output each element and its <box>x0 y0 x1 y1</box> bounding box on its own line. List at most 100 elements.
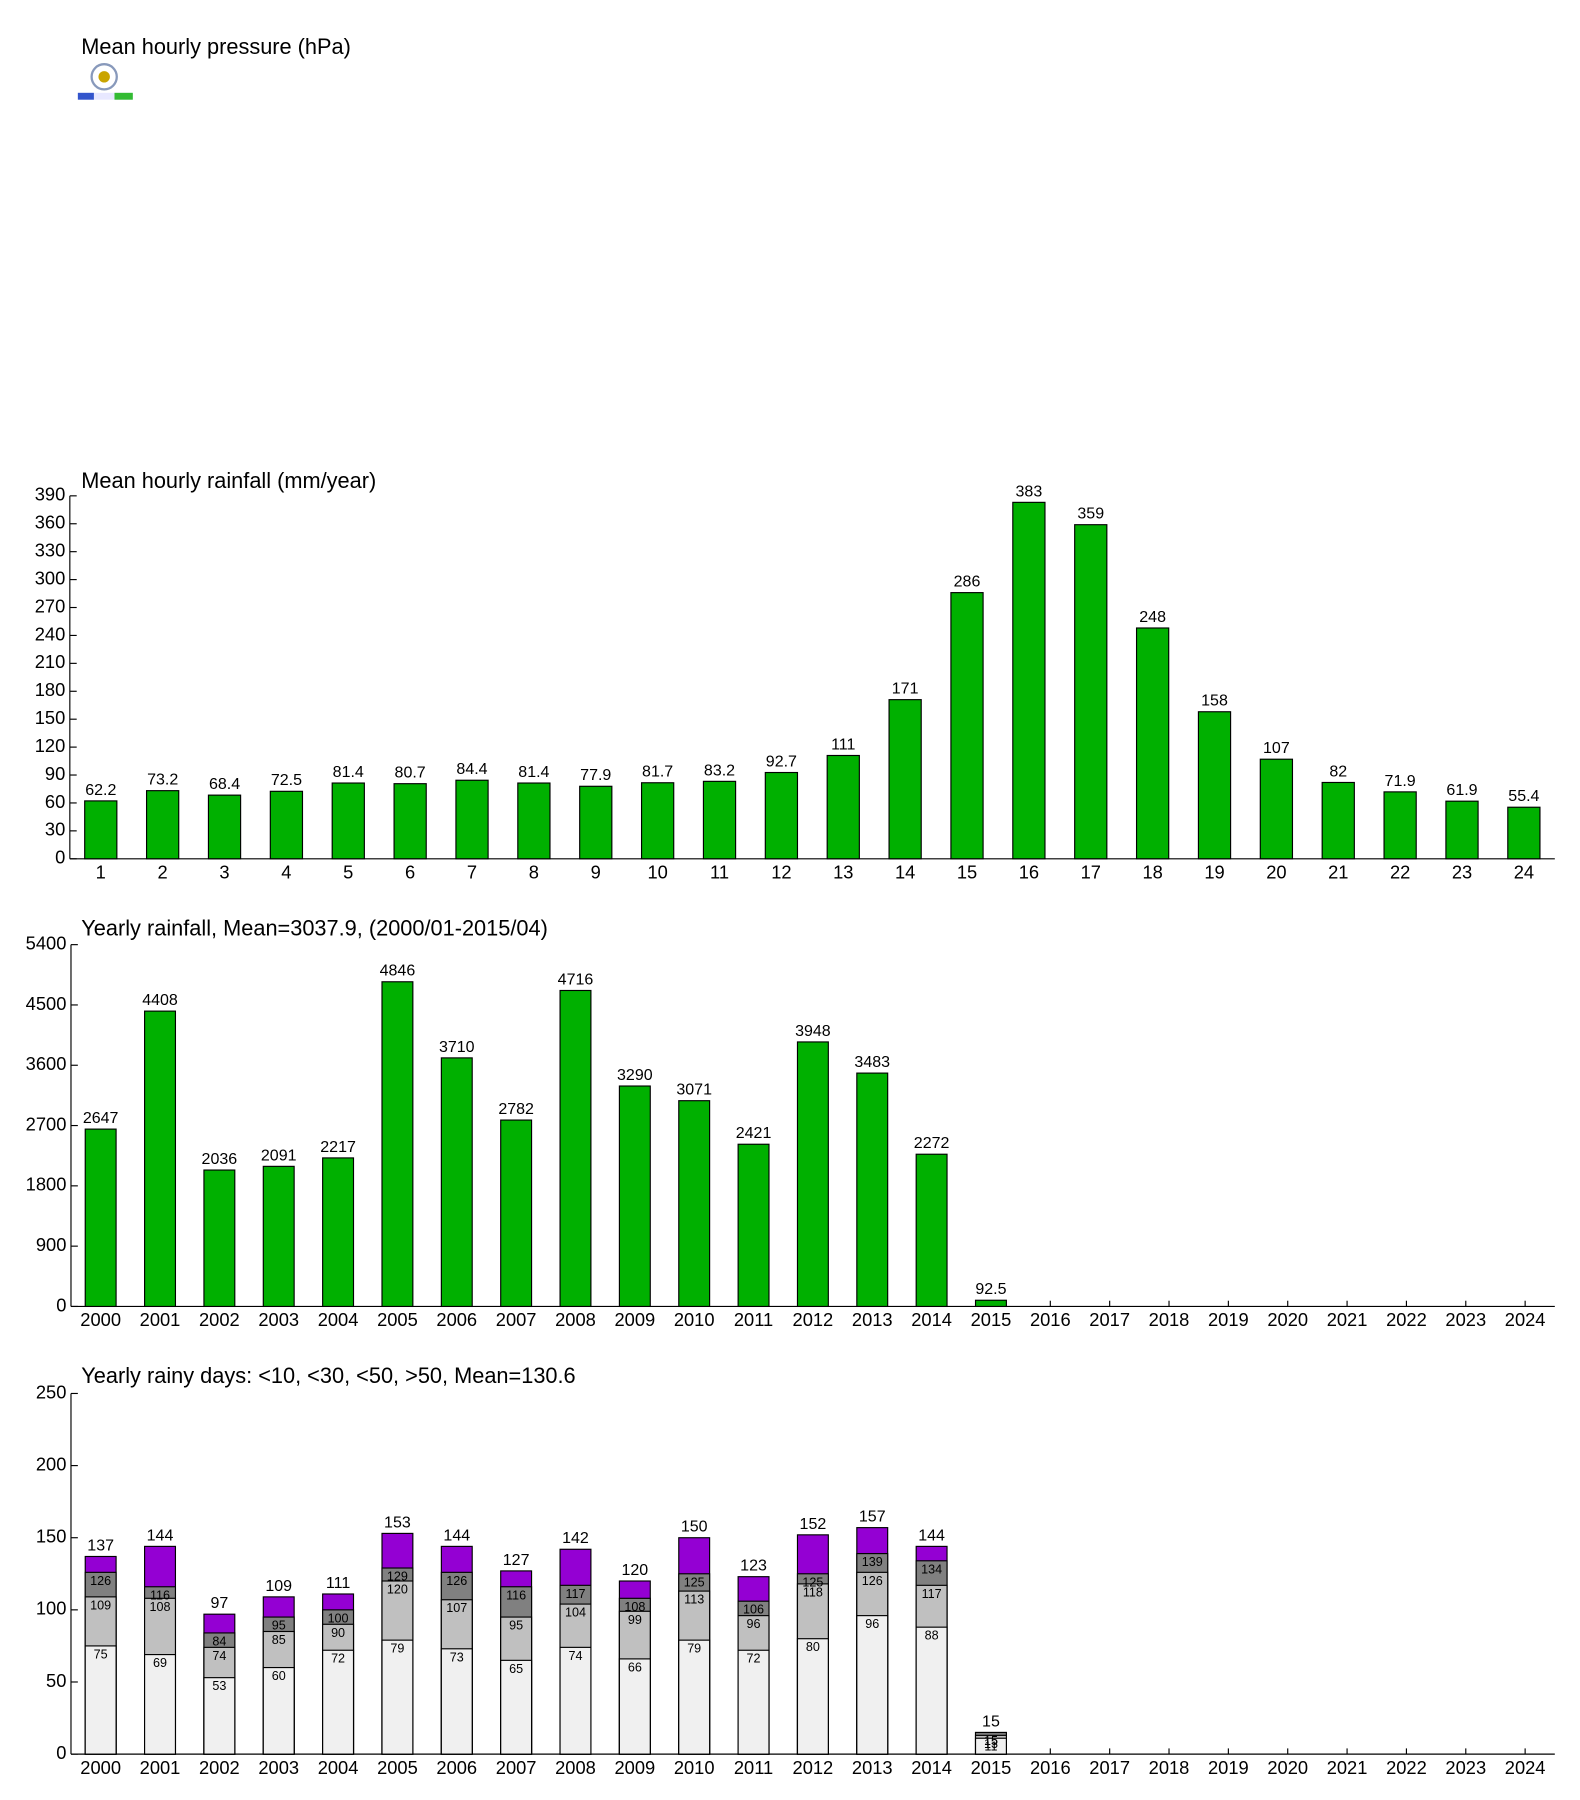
y-tick-label: 1800 <box>26 1174 67 1195</box>
value-label: 4716 <box>558 970 594 988</box>
x-tick-label: 1 <box>96 862 106 883</box>
y-tick-label: 60 <box>45 791 65 812</box>
segment-label: 79 <box>390 1642 404 1656</box>
bar <box>269 790 304 860</box>
x-tick-label: 20 <box>1266 862 1286 883</box>
x-tick-label: 2018 <box>1149 1757 1190 1778</box>
x-tick-label: 2024 <box>1505 1757 1546 1778</box>
value-label: 3483 <box>854 1053 890 1071</box>
y-tick-label: 50 <box>46 1670 66 1691</box>
value-label: 82 <box>1329 762 1347 780</box>
value-label: 68.4 <box>209 775 240 793</box>
segment-label: 120 <box>387 1582 408 1596</box>
x-tick-label: 2015 <box>971 1757 1012 1778</box>
bar <box>1383 791 1417 860</box>
bar <box>1074 524 1108 860</box>
value-label: 92.5 <box>975 1280 1006 1298</box>
x-tick-label: 19 <box>1204 862 1224 883</box>
segment-label: 126 <box>862 1574 883 1588</box>
segment-label: 96 <box>747 1617 761 1631</box>
bar <box>84 800 118 860</box>
x-tick-label: 2011 <box>734 1757 773 1778</box>
bar <box>856 1072 889 1308</box>
bar <box>262 1165 295 1308</box>
bar <box>1197 711 1232 860</box>
value-label: 152 <box>800 1515 827 1533</box>
value-label: 359 <box>1077 505 1104 523</box>
bar <box>796 1041 829 1308</box>
bar <box>1507 806 1541 860</box>
x-tick-label: 2012 <box>793 1309 834 1330</box>
segment-label: 116 <box>506 1588 526 1602</box>
bar <box>1321 781 1355 860</box>
value-label: 61.9 <box>1446 781 1477 799</box>
x-tick-label: 2005 <box>377 1757 418 1778</box>
x-tick-label: 2022 <box>1386 1757 1427 1778</box>
segment-label: 69 <box>153 1656 167 1670</box>
x-tick-label: 2014 <box>911 1309 952 1330</box>
bar <box>145 790 180 860</box>
x-tick-label: 2001 <box>140 1309 181 1330</box>
bar-segment <box>796 1638 829 1755</box>
x-tick-label: 2012 <box>793 1757 834 1778</box>
x-tick-label: 15 <box>957 862 977 883</box>
bar <box>640 782 675 860</box>
bar-segment <box>84 1645 117 1755</box>
bar <box>203 1169 236 1308</box>
segment-label: 118 <box>803 1585 823 1599</box>
segment-label: 72 <box>747 1652 761 1666</box>
bar <box>84 1128 117 1308</box>
x-tick-label: 3 <box>219 862 229 883</box>
bar <box>950 592 984 860</box>
segment-label: 79 <box>687 1642 701 1656</box>
segment-label: 11 <box>984 1740 997 1754</box>
value-label: 81.4 <box>333 763 364 781</box>
value-label: 3071 <box>676 1081 712 1099</box>
segment-label: 100 <box>328 1611 349 1625</box>
x-tick-label: 10 <box>647 862 667 883</box>
x-tick-label: 18 <box>1142 862 1162 883</box>
x-tick-label: 2000 <box>80 1309 121 1330</box>
bar <box>579 785 613 860</box>
segment-label: 90 <box>331 1626 345 1640</box>
x-tick-label: 2019 <box>1208 1309 1249 1330</box>
bar <box>331 782 365 860</box>
x-tick-label: 14 <box>895 862 915 883</box>
value-label: 2421 <box>736 1124 772 1142</box>
value-label: 153 <box>384 1513 411 1531</box>
y-tick-label: 180 <box>35 679 66 700</box>
segment-label: 53 <box>212 1679 226 1693</box>
value-label: 127 <box>503 1551 530 1569</box>
bar <box>455 779 489 860</box>
x-tick-label: 2005 <box>377 1309 418 1330</box>
y-tick-label: 360 <box>35 512 66 533</box>
segment-label: 74 <box>568 1649 582 1663</box>
x-tick-label: 23 <box>1452 862 1472 883</box>
segment-label: 113 <box>684 1593 704 1607</box>
x-tick-label: 2013 <box>852 1757 893 1778</box>
value-label: 144 <box>147 1526 174 1544</box>
x-tick-label: 2015 <box>971 1309 1012 1330</box>
x-tick-label: 2008 <box>555 1309 596 1330</box>
segment-label: 104 <box>565 1606 586 1620</box>
bar <box>1135 627 1170 860</box>
value-label: 97 <box>210 1594 228 1612</box>
x-tick-label: 9 <box>591 862 601 883</box>
bar-segment <box>440 1648 473 1755</box>
segment-label: 126 <box>90 1574 111 1588</box>
segment-label: 80 <box>806 1640 820 1654</box>
segment-label: 126 <box>446 1574 467 1588</box>
logo <box>77 63 133 100</box>
segment-label: 117 <box>922 1587 942 1601</box>
segment-label: 88 <box>925 1629 939 1643</box>
bar <box>517 782 551 860</box>
value-label: 383 <box>1016 482 1043 500</box>
value-label: 248 <box>1139 608 1166 626</box>
value-label: 2782 <box>498 1100 534 1118</box>
segment-label: 15 <box>984 1734 998 1748</box>
bar <box>915 1153 948 1308</box>
bar <box>559 989 592 1308</box>
y-tick-label: 150 <box>35 707 66 728</box>
value-label: 144 <box>443 1526 470 1544</box>
y-tick-label: 330 <box>35 540 66 561</box>
